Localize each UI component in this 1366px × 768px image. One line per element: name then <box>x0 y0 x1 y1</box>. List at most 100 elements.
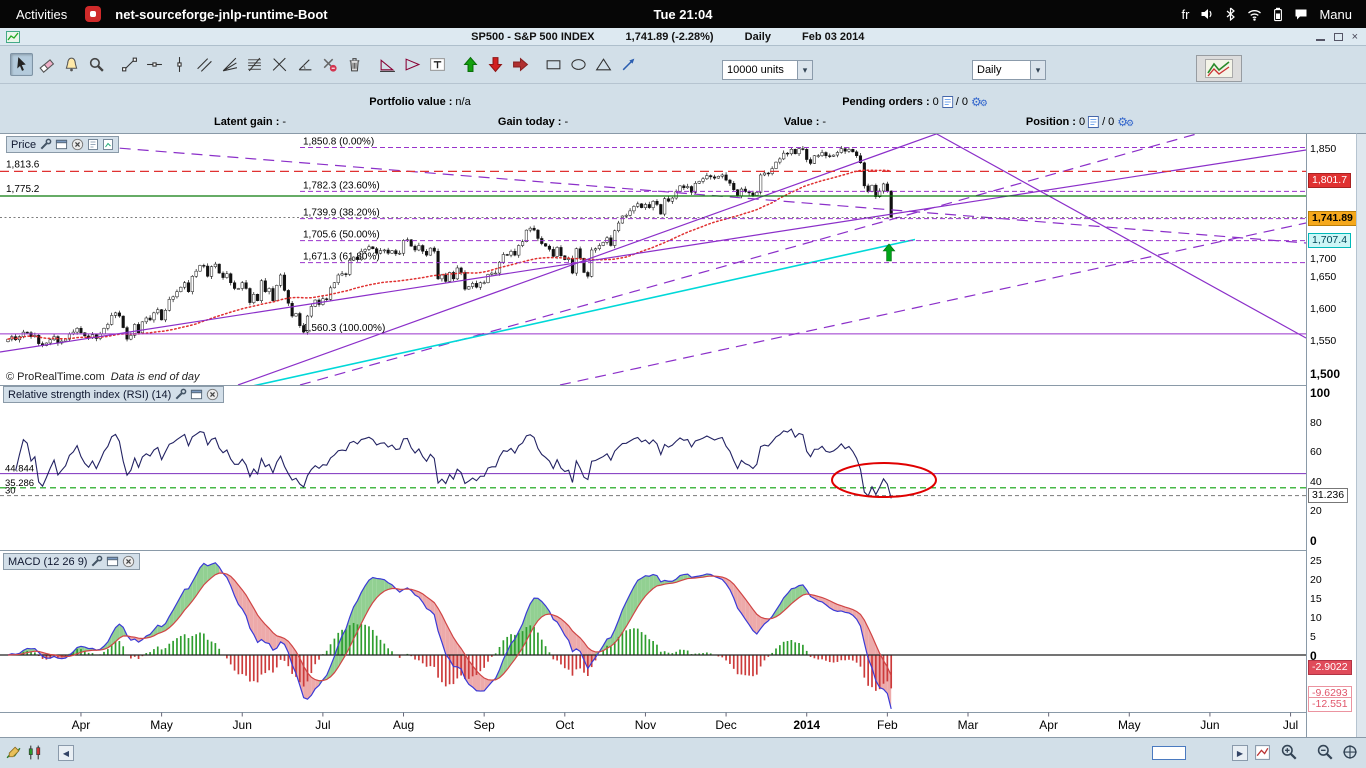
chart-style-button[interactable] <box>26 744 43 761</box>
clock[interactable]: Tue 21:04 <box>653 6 713 22</box>
pending-orders-count: 0 <box>932 96 939 108</box>
activities-button[interactable]: Activities <box>16 6 68 22</box>
export-chart-icon[interactable] <box>102 138 114 151</box>
keyboard-layout-indicator[interactable]: fr <box>1181 6 1190 22</box>
tool-wedge-pattern-tool[interactable] <box>401 53 424 76</box>
tool-arrow-segment-tool[interactable] <box>617 53 640 76</box>
axis-label: 25 <box>1310 555 1322 567</box>
axis-label: 40 <box>1310 475 1322 488</box>
tool-remove-drawing-tool[interactable] <box>318 53 341 76</box>
cyan-trendline <box>253 238 916 385</box>
price-panel-header[interactable]: Price <box>6 136 120 153</box>
chart-label: Aug <box>393 718 414 732</box>
chart-label: 1,560.3 (100.00%) <box>303 323 385 334</box>
chart-label: 1,813.6 <box>6 159 40 170</box>
chat-icon[interactable] <box>1294 8 1308 21</box>
tool-zoom-tool[interactable] <box>85 53 108 76</box>
macd-panel-header[interactable]: MACD (12 26 9) <box>3 553 141 570</box>
wrench-icon[interactable] <box>39 138 52 151</box>
tool-select-tool[interactable] <box>10 53 33 76</box>
tool-buy-arrow-tool[interactable] <box>459 53 482 76</box>
tool-angle-tool[interactable] <box>293 53 316 76</box>
zoom-in-icon[interactable] <box>1280 743 1298 761</box>
restore-button[interactable] <box>1333 32 1343 41</box>
chart-label: 1,775.2 <box>6 184 40 195</box>
axis-label: 1,650 <box>1310 271 1337 284</box>
minimize-button[interactable] <box>1315 33 1325 41</box>
tool-ellipse-tool[interactable] <box>567 53 590 76</box>
tool-horizontal-line-tool[interactable] <box>143 53 166 76</box>
chart-label: 1,782.3 (23.60%) <box>303 180 380 191</box>
new-window-icon[interactable] <box>190 388 203 401</box>
chart-label: Sep <box>473 718 495 732</box>
new-window-icon[interactable] <box>106 555 119 568</box>
close-icon[interactable] <box>122 555 135 568</box>
zoom-out-icon[interactable] <box>1316 743 1334 761</box>
chevron-down-icon[interactable]: ▾ <box>1030 61 1045 79</box>
orders-list-icon[interactable] <box>941 96 953 108</box>
tool-alarm-tool[interactable] <box>60 53 83 76</box>
period-select-value: Daily <box>977 64 1002 76</box>
user-menu[interactable]: Manu <box>1319 6 1352 22</box>
title-quote: 1,741.89 (-2.28%) <box>625 30 714 43</box>
order-settings-icon[interactable]: ⚙⚙ <box>970 94 988 109</box>
crosshair-zoom-icon[interactable] <box>1341 743 1359 761</box>
new-window-icon[interactable] <box>55 138 68 151</box>
battery-icon[interactable] <box>1273 7 1283 22</box>
position-settings-icon[interactable]: ⚙⚙ <box>1117 114 1135 129</box>
copy-chart-icon[interactable] <box>87 138 99 151</box>
tool-parallel-lines-tool[interactable] <box>193 53 216 76</box>
wrench-icon[interactable] <box>174 388 187 401</box>
focused-app-title[interactable]: net-sourceforge-jnlp-runtime-Boot <box>115 6 328 22</box>
rsi-panel-header[interactable]: Relative strength index (RSI) (14) <box>3 386 225 403</box>
chart-label: 2014 <box>793 718 820 732</box>
price-axis[interactable]: 1,850 1,700 1,650 1,600 1,550 1,500 1,801.7 1,7… <box>1306 133 1357 737</box>
chart-label: Jun <box>233 718 252 732</box>
bluetooth-icon[interactable] <box>1225 7 1236 21</box>
chart-label: 1,705.6 (50.00%) <box>303 230 380 241</box>
wrench-icon[interactable] <box>90 555 103 568</box>
rsi-annotation-ellipse <box>831 462 937 498</box>
chart-canvas[interactable]: © ProRealTime.com Data is end of day 1,85… <box>0 133 1306 737</box>
tool-right-arrow-tool[interactable] <box>509 53 532 76</box>
tool-segment-tool[interactable] <box>118 53 141 76</box>
app-icon[interactable] <box>85 6 102 22</box>
tool-eraser-tool[interactable] <box>35 53 58 76</box>
chart-display-button[interactable] <box>1196 55 1242 82</box>
tool-text-tool[interactable] <box>426 53 449 76</box>
scroll-left-button[interactable]: ◀ <box>58 745 74 761</box>
draw-mode-button[interactable] <box>5 744 22 761</box>
auto-scale-button[interactable] <box>1254 744 1271 761</box>
volume-icon[interactable] <box>1200 7 1214 21</box>
latent-gain-value: - <box>282 116 287 128</box>
vertical-scrollbar[interactable] <box>1356 133 1366 737</box>
wifi-icon[interactable] <box>1247 8 1262 21</box>
window-titlebar[interactable]: SP500 - S&P 500 INDEX 1,741.89 (-2.28%) … <box>0 28 1366 46</box>
value-value: - <box>822 116 827 128</box>
axis-label: 5 <box>1310 631 1316 643</box>
scrollbar-thumb[interactable] <box>1152 746 1186 760</box>
tool-rectangle-tool[interactable] <box>542 53 565 76</box>
tool-fibonacci-tool[interactable] <box>243 53 266 76</box>
close-button[interactable]: × <box>1351 30 1358 43</box>
close-icon[interactable] <box>206 388 219 401</box>
axis-label: 0 <box>1310 649 1317 663</box>
tool-fan-lines-tool[interactable] <box>218 53 241 76</box>
tool-cross-lines-tool[interactable] <box>268 53 291 76</box>
chevron-down-icon[interactable]: ▾ <box>797 61 812 79</box>
tool-trash-tool[interactable] <box>343 53 366 76</box>
tool-triangle-pattern-tool[interactable] <box>376 53 399 76</box>
tool-triangle-tool[interactable] <box>592 53 615 76</box>
axis-label: 15 <box>1310 593 1322 605</box>
period-select[interactable]: Daily ▾ <box>972 60 1046 80</box>
chart-label: 44.844 <box>5 464 34 475</box>
close-icon[interactable] <box>71 138 84 151</box>
macd-signal-line <box>7 572 892 682</box>
position-list-icon[interactable] <box>1088 116 1100 128</box>
units-select[interactable]: 10000 units ▾ <box>722 60 813 80</box>
pending-stops-count: 0 <box>961 96 968 108</box>
scroll-right-button[interactable]: ▶ <box>1232 745 1248 761</box>
tool-vertical-line-tool[interactable] <box>168 53 191 76</box>
tool-sell-arrow-tool[interactable] <box>484 53 507 76</box>
value-label: Value : <box>783 116 820 128</box>
